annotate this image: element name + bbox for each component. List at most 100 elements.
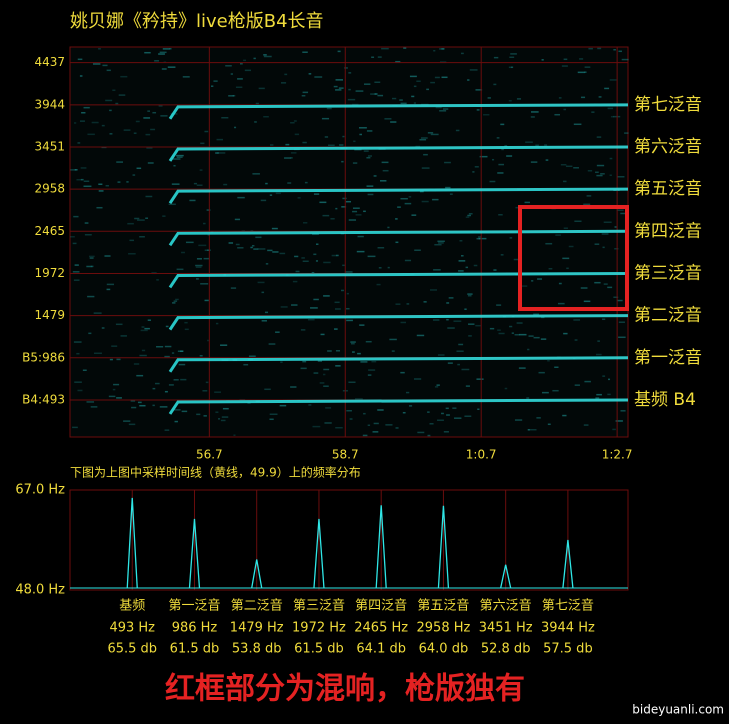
noise xyxy=(131,406,137,409)
noise xyxy=(584,66,591,68)
noise xyxy=(602,318,606,321)
noise xyxy=(323,373,326,376)
noise xyxy=(176,154,184,157)
noise xyxy=(218,418,221,420)
noise xyxy=(400,321,407,324)
noise xyxy=(323,295,330,297)
noise xyxy=(323,385,329,387)
noise xyxy=(272,251,279,253)
noise xyxy=(260,199,267,202)
noise xyxy=(145,217,149,219)
noise xyxy=(132,174,136,176)
noise xyxy=(325,407,332,409)
noise xyxy=(491,158,495,161)
noise xyxy=(267,249,273,252)
noise xyxy=(610,115,614,118)
noise xyxy=(616,176,625,178)
noise xyxy=(185,241,194,244)
noise xyxy=(73,215,79,218)
noise xyxy=(516,98,522,100)
noise xyxy=(315,243,319,245)
noise xyxy=(202,390,208,392)
noise xyxy=(177,350,183,352)
plot-area xyxy=(69,489,629,591)
noise xyxy=(432,198,439,201)
noise xyxy=(526,397,530,399)
noise xyxy=(73,341,82,343)
noise xyxy=(358,127,367,129)
noise xyxy=(331,254,338,257)
noise xyxy=(377,94,384,97)
noise xyxy=(129,239,134,242)
noise xyxy=(409,405,413,407)
peak xyxy=(188,518,201,589)
noise xyxy=(377,56,382,58)
noise xyxy=(334,301,340,304)
noise xyxy=(391,350,395,352)
peak xyxy=(375,505,387,589)
x-tick-label: 58.7 xyxy=(332,448,359,462)
noise xyxy=(524,201,530,204)
noise xyxy=(165,325,169,328)
noise xyxy=(493,269,497,271)
noise xyxy=(376,283,381,286)
noise xyxy=(301,257,305,259)
noise xyxy=(614,226,617,228)
noise xyxy=(435,106,442,109)
noise xyxy=(96,206,103,209)
noise xyxy=(509,325,513,328)
noise xyxy=(429,289,437,291)
noise xyxy=(324,136,329,138)
noise xyxy=(613,296,619,299)
noise xyxy=(189,199,196,202)
noise xyxy=(253,57,256,60)
noise xyxy=(141,326,145,328)
noise xyxy=(158,105,163,107)
noise xyxy=(269,144,274,146)
noise xyxy=(346,307,350,310)
harmonic-label: 基频 B4 xyxy=(634,390,696,410)
noise xyxy=(426,88,430,91)
noise xyxy=(341,160,344,163)
noise xyxy=(312,425,321,428)
noise xyxy=(616,299,623,302)
noise xyxy=(184,328,189,331)
noise xyxy=(588,47,593,50)
noise xyxy=(136,167,142,170)
y-tick-label: B5:986 xyxy=(22,350,65,364)
noise xyxy=(352,351,355,353)
noise xyxy=(162,48,170,50)
noise xyxy=(98,183,103,186)
noise xyxy=(347,98,356,101)
noise xyxy=(106,288,111,291)
noise xyxy=(275,331,280,333)
noise xyxy=(320,333,325,336)
noise xyxy=(601,233,609,235)
noise xyxy=(137,219,145,221)
noise xyxy=(457,363,460,366)
noise xyxy=(510,53,517,55)
noise xyxy=(109,133,113,135)
noise xyxy=(113,383,120,386)
noise xyxy=(196,258,202,260)
noise xyxy=(437,240,445,243)
noise xyxy=(346,409,352,412)
noise xyxy=(70,236,75,238)
noise xyxy=(554,366,559,369)
noise xyxy=(541,59,544,61)
noise xyxy=(395,241,399,244)
noise xyxy=(199,354,203,357)
noise xyxy=(195,264,203,267)
noise xyxy=(297,197,301,199)
noise xyxy=(433,49,436,52)
noise xyxy=(535,144,539,147)
noise xyxy=(597,340,600,342)
noise xyxy=(116,161,124,163)
noise xyxy=(434,386,439,388)
noise xyxy=(77,58,83,61)
reverb-box xyxy=(518,205,629,311)
value-label: 64.0 db xyxy=(419,642,469,657)
peak xyxy=(500,564,512,589)
noise xyxy=(144,327,150,330)
noise xyxy=(308,73,312,75)
